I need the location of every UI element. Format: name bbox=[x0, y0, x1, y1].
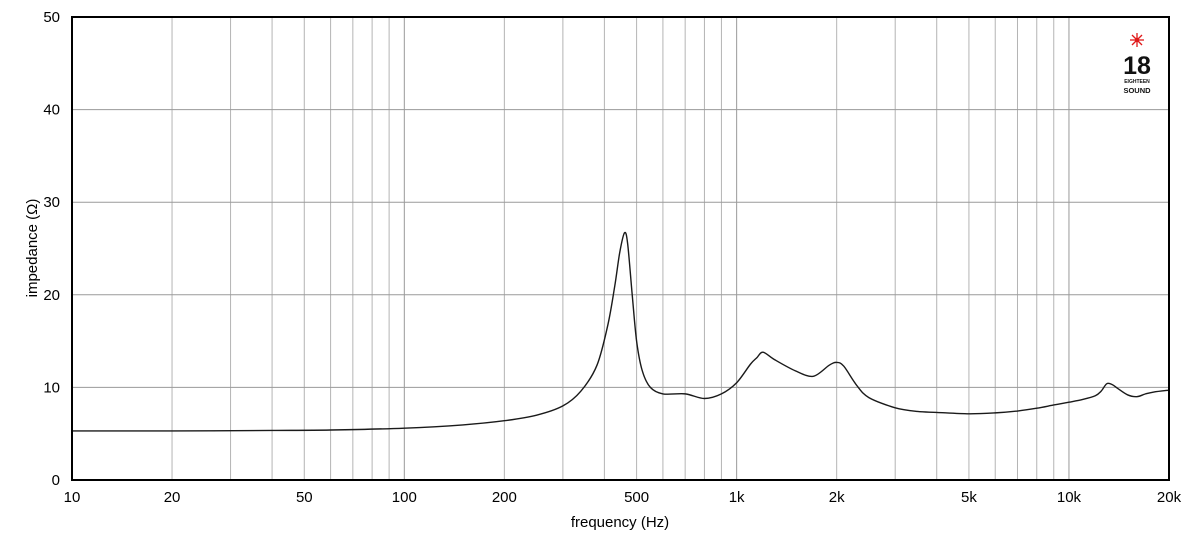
y-tick-label: 0 bbox=[52, 472, 60, 489]
x-axis-label: frequency (Hz) bbox=[571, 514, 669, 531]
x-tick-label: 2k bbox=[829, 489, 845, 506]
y-tick-label: 40 bbox=[43, 102, 60, 119]
x-tick-label: 500 bbox=[624, 489, 649, 506]
x-tick-label: 20k bbox=[1157, 489, 1182, 506]
x-tick-label: 5k bbox=[961, 489, 977, 506]
x-tick-label: 20 bbox=[164, 489, 181, 506]
y-tick-labels: 0 10 20 30 40 50 bbox=[43, 9, 60, 489]
impedance-curve bbox=[71, 231, 1170, 432]
eighteen-sound-logo: 18 EIGHTEEN SOUND bbox=[1123, 33, 1151, 95]
svg-text:18: 18 bbox=[1123, 52, 1151, 80]
x-tick-label: 10 bbox=[64, 489, 81, 506]
y-tick-label: 30 bbox=[43, 194, 60, 211]
x-tick-label: 100 bbox=[392, 489, 417, 506]
x-tick-label: 200 bbox=[492, 489, 517, 506]
x-tick-label: 10k bbox=[1057, 489, 1082, 506]
x-tick-labels: 10 20 50 100 200 500 1k 2k 5k 10k 20k bbox=[64, 489, 1182, 506]
y-tick-label: 20 bbox=[43, 287, 60, 304]
grid-lines bbox=[72, 17, 1169, 480]
plot-frame bbox=[71, 16, 1170, 481]
y-tick-label: 10 bbox=[43, 379, 60, 396]
svg-text:EIGHTEEN: EIGHTEEN bbox=[1124, 79, 1150, 85]
star-icon bbox=[1130, 33, 1144, 47]
y-tick-label: 50 bbox=[43, 9, 60, 26]
y-axis-label: impedance (Ω) bbox=[24, 199, 41, 298]
svg-text:SOUND: SOUND bbox=[1123, 86, 1151, 95]
x-tick-label: 50 bbox=[296, 489, 313, 506]
x-tick-label: 1k bbox=[729, 489, 745, 506]
